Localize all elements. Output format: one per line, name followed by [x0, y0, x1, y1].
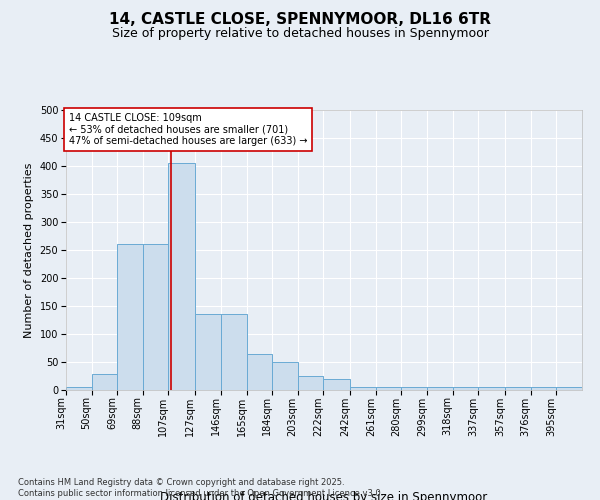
Text: 14, CASTLE CLOSE, SPENNYMOOR, DL16 6TR: 14, CASTLE CLOSE, SPENNYMOOR, DL16 6TR	[109, 12, 491, 28]
X-axis label: Distribution of detached houses by size in Spennymoor: Distribution of detached houses by size …	[160, 492, 488, 500]
Bar	[452, 387, 478, 390]
Bar	[401, 387, 427, 390]
Bar	[196, 314, 221, 390]
Bar	[323, 379, 350, 390]
Y-axis label: Number of detached properties: Number of detached properties	[24, 162, 34, 338]
Bar	[92, 374, 117, 390]
Text: Contains HM Land Registry data © Crown copyright and database right 2025.
Contai: Contains HM Land Registry data © Crown c…	[18, 478, 383, 498]
Bar	[531, 387, 556, 390]
Bar	[350, 387, 376, 390]
Text: Size of property relative to detached houses in Spennymoor: Size of property relative to detached ho…	[112, 28, 488, 40]
Bar	[66, 387, 92, 390]
Text: 14 CASTLE CLOSE: 109sqm
← 53% of detached houses are smaller (701)
47% of semi-d: 14 CASTLE CLOSE: 109sqm ← 53% of detache…	[68, 113, 307, 146]
Bar	[505, 387, 531, 390]
Bar	[117, 244, 143, 390]
Bar	[478, 387, 505, 390]
Bar	[272, 362, 298, 390]
Bar	[556, 387, 582, 390]
Bar	[427, 387, 452, 390]
Bar	[247, 354, 272, 390]
Bar	[376, 387, 401, 390]
Bar	[221, 314, 247, 390]
Bar	[169, 163, 196, 390]
Bar	[298, 376, 323, 390]
Bar	[143, 244, 169, 390]
